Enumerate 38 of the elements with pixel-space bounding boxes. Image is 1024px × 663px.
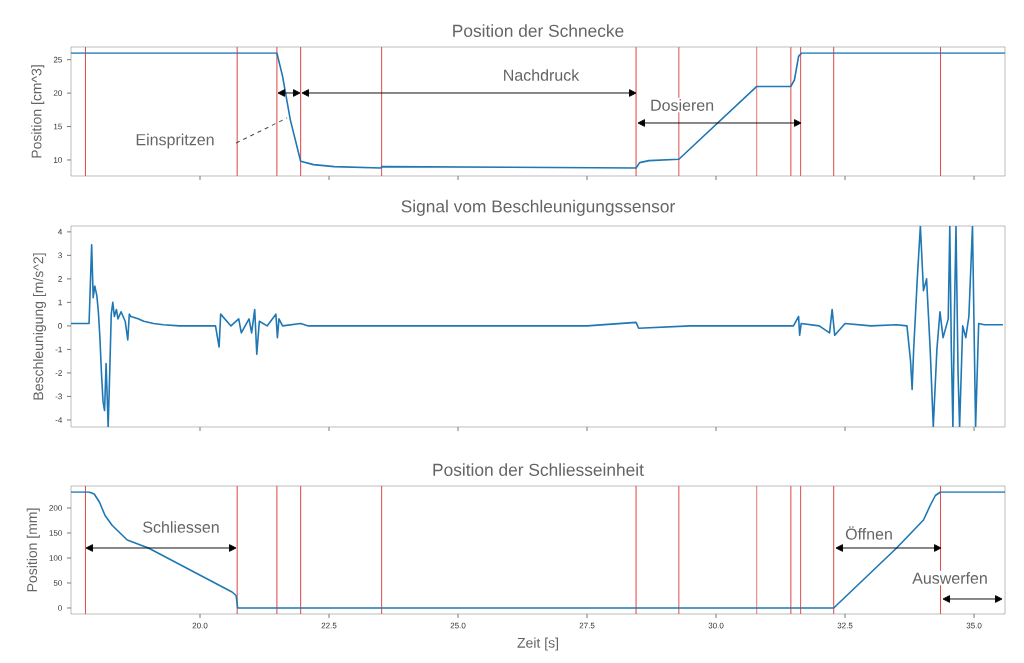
y-axis-title: Beschleunigung [m/s^2] [32,253,47,400]
x-tick-label: 22.5 [321,622,337,629]
y-tick-label: 0 [58,323,62,329]
y-tick-label: 3 [58,252,62,259]
y-tick-label: 200 [49,505,62,511]
y-tick-label: 100 [49,555,62,561]
y-tick-label: 4 [58,229,63,235]
y-axis-title: Position [cm^3] [31,65,45,158]
y-tick-label: -3 [55,393,62,400]
y-tick-label: -4 [55,417,63,423]
x-tick-label: 30.0 [708,622,724,629]
x-tick-label: 25.0 [450,622,466,629]
annotation: Einspritzen [136,133,214,149]
y-tick-label: 1 [58,299,62,306]
y-tick-label: 150 [49,530,62,536]
chart-title: Position der Schliesseinheit [433,463,644,476]
x-axis-title: Zeit [s] [517,637,558,651]
y-tick-label: 25 [53,56,62,63]
chart-title: Signal vom Beschleunigungssensor [401,199,675,216]
annotation: Nachdruck [504,69,580,81]
x-tick-label: 20.0 [192,622,208,629]
chart-title: Position der Schnecke [453,24,624,37]
y-tick-label: 2 [58,276,62,282]
y-tick-label: 50 [53,580,62,586]
y-tick-label: 15 [54,123,62,130]
x-tick-label: 35.0 [966,622,982,629]
x-tick-label: 27.5 [579,622,595,629]
y-tick-label: 10 [54,157,62,163]
y-tick-label: -2 [55,370,62,376]
annotation: Dosieren [651,99,714,111]
annotation: Öffnen [845,526,892,540]
y-axis-title: Position [mm] [26,508,40,592]
y-tick-label: 0 [58,605,62,611]
y-tick-label: -1 [55,346,62,353]
annotation: Auswerfen [912,572,987,584]
y-tick-label: 20 [53,90,62,96]
annotation: Schliessen [143,521,219,533]
x-tick-label: 32.5 [837,622,853,629]
